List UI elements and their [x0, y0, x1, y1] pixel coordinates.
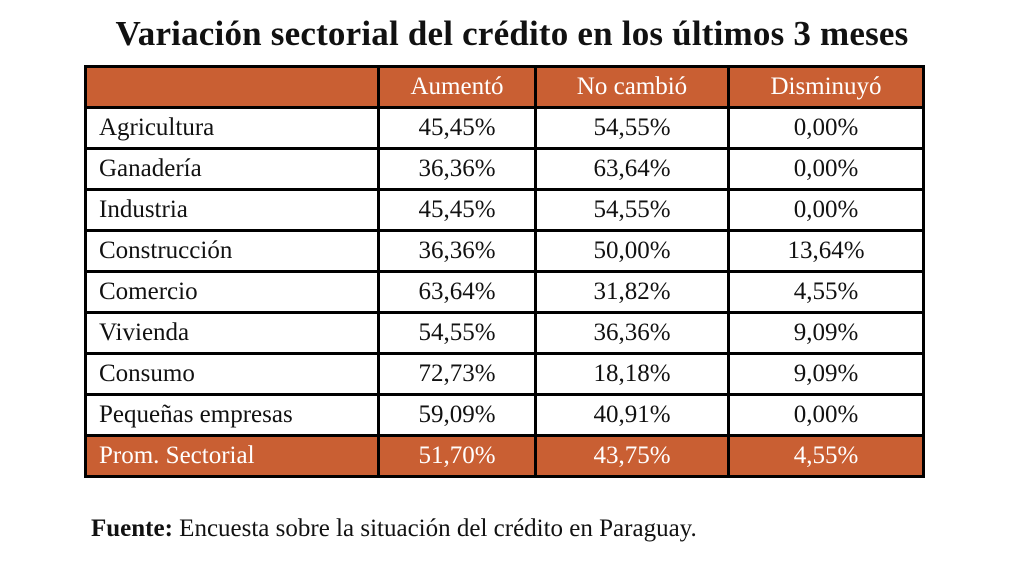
table-row: Ganadería 36,36% 63,64% 0,00% [84, 147, 925, 191]
row-label: Pequeñas empresas [84, 393, 380, 437]
table-cell: 36,36% [377, 229, 537, 273]
table-cell: 0,00% [727, 188, 925, 232]
row-label: Ganadería [84, 147, 380, 191]
column-header: Disminuyó [727, 65, 925, 109]
table-cell: 36,36% [377, 147, 537, 191]
table-row: Vivienda 54,55% 36,36% 9,09% [84, 311, 925, 355]
table-cell: 4,55% [727, 434, 925, 478]
source-note: Fuente: Encuesta sobre la situación del … [91, 512, 697, 546]
table-cell: 63,64% [377, 270, 537, 314]
row-label: Construcción [84, 229, 380, 273]
table-row: Consumo 72,73% 18,18% 9,09% [84, 352, 925, 396]
table-cell: 59,09% [377, 393, 537, 437]
table-cell: 54,55% [377, 311, 537, 355]
table-cell: 31,82% [534, 270, 730, 314]
table-cell: 18,18% [534, 352, 730, 396]
table-cell: 72,73% [377, 352, 537, 396]
table-cell: 13,64% [727, 229, 925, 273]
source-text: Encuesta sobre la situación del crédito … [172, 515, 697, 542]
table-cell: 54,55% [534, 106, 730, 150]
table-cell: 45,45% [377, 106, 537, 150]
column-header [84, 65, 380, 109]
table-cell: 50,00% [534, 229, 730, 273]
table-row: Agricultura 45,45% 54,55% 0,00% [84, 106, 925, 150]
row-label: Agricultura [84, 106, 380, 150]
table-row: Pequeñas empresas 59,09% 40,91% 0,00% [84, 393, 925, 437]
page-title: Variación sectorial del crédito en los ú… [115, 14, 909, 53]
table-cell: 4,55% [727, 270, 925, 314]
table-header-row: Aumentó No cambió Disminuyó [84, 65, 925, 109]
table-row: Construcción 36,36% 50,00% 13,64% [84, 229, 925, 273]
table-cell: 36,36% [534, 311, 730, 355]
table-cell: 0,00% [727, 106, 925, 150]
table-cell: 9,09% [727, 311, 925, 355]
table-row: Industria 45,45% 54,55% 0,00% [84, 188, 925, 232]
table-cell: 0,00% [727, 393, 925, 437]
table-cell: 40,91% [534, 393, 730, 437]
table-cell: 9,09% [727, 352, 925, 396]
column-header: Aumentó [377, 65, 537, 109]
table-footer-row: Prom. Sectorial 51,70% 43,75% 4,55% [84, 434, 925, 478]
table-cell: 0,00% [727, 147, 925, 191]
row-label: Vivienda [84, 311, 380, 355]
column-header: No cambió [534, 65, 730, 109]
row-label: Comercio [84, 270, 380, 314]
table-cell: 45,45% [377, 188, 537, 232]
table-cell: 54,55% [534, 188, 730, 232]
credit-variation-table: Aumentó No cambió Disminuyó Agricultura 45,… [84, 65, 925, 478]
table-cell: 51,70% [377, 434, 537, 478]
row-label: Industria [84, 188, 380, 232]
source-label: Fuente: [91, 515, 173, 542]
table-cell: 63,64% [534, 147, 730, 191]
table-cell: 43,75% [534, 434, 730, 478]
row-label: Consumo [84, 352, 380, 396]
table-row: Comercio 63,64% 31,82% 4,55% [84, 270, 925, 314]
row-label: Prom. Sectorial [84, 434, 380, 478]
